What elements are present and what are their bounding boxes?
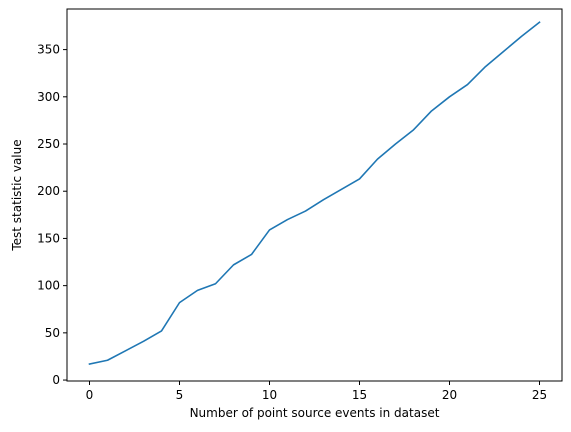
y-tick-label: 200 [37,184,60,198]
x-axis-label: Number of point source events in dataset [190,406,440,420]
x-tick-label: 15 [352,388,367,402]
x-tick-label: 25 [532,388,547,402]
y-tick-label: 100 [37,279,60,293]
y-tick-label: 0 [52,373,60,387]
plot-frame [66,8,563,382]
x-tick-label: 0 [86,388,94,402]
x-tick-label: 20 [442,388,457,402]
y-tick-label: 150 [37,231,60,245]
y-tick-label: 300 [37,90,60,104]
y-axis-ticks: 0 50 100 150 200 250 300 350 [37,43,67,387]
series-line-0 [88,21,541,365]
x-tick-label: 5 [176,388,184,402]
y-tick-label: 350 [37,43,60,57]
series-layer [88,21,541,365]
y-tick-label: 50 [45,326,60,340]
x-axis-ticks: 0 5 10 15 20 25 [86,381,547,402]
y-tick-label: 250 [37,137,60,151]
plot-area [67,9,562,381]
y-axis-label: Test statistic value [10,139,24,251]
x-tick-label: 10 [262,388,277,402]
